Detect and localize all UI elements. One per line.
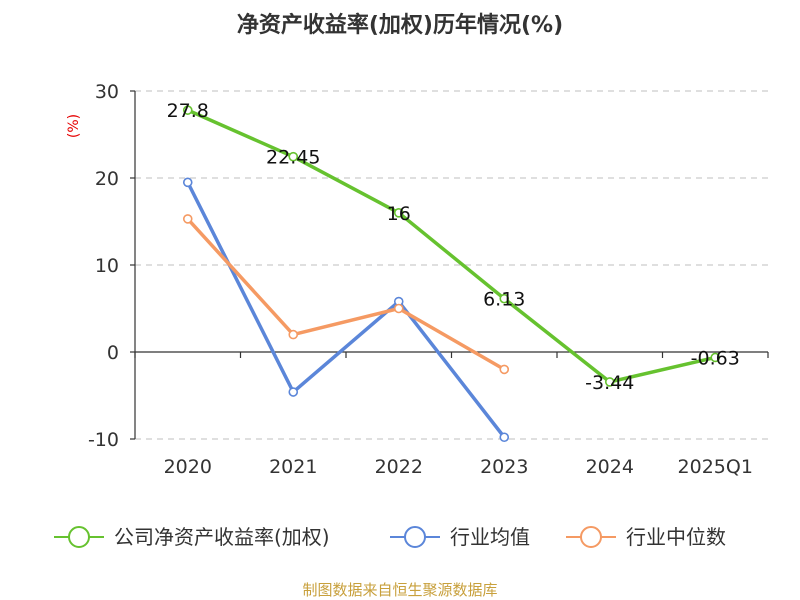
series-0 xyxy=(182,105,721,387)
data-label: 27.8 xyxy=(167,100,209,122)
data-point[interactable] xyxy=(182,214,193,224)
data-point[interactable] xyxy=(288,151,299,162)
legend-marker xyxy=(580,526,602,548)
data-label: -0.63 xyxy=(691,347,740,369)
series-line xyxy=(186,217,506,371)
legend-label: 行业中位数 xyxy=(626,525,726,549)
data-label: -3.44 xyxy=(585,372,634,394)
legend-label: 行业均值 xyxy=(450,525,530,549)
y-tick-label: 0 xyxy=(107,342,119,364)
x-tick-label: 2021 xyxy=(269,456,317,478)
x-tick-label: 2023 xyxy=(480,456,528,478)
y-tick-label: -10 xyxy=(88,429,119,451)
data-label: 6.13 xyxy=(483,289,525,311)
x-tick-label: 2022 xyxy=(375,456,423,478)
data-label: 16 xyxy=(387,203,411,225)
data-point[interactable] xyxy=(710,352,721,363)
data-point[interactable] xyxy=(499,364,510,375)
y-tick-label: 30 xyxy=(95,81,119,103)
x-tick-label: 2025Q1 xyxy=(678,456,753,478)
series-lines xyxy=(182,105,721,443)
legend: 公司净资产收益率(加权) 行业均值 行业中位数 xyxy=(54,525,726,549)
data-point[interactable] xyxy=(182,105,193,115)
data-point[interactable] xyxy=(288,387,299,397)
x-tick-label: 2020 xyxy=(164,456,212,478)
y-tick-label: 20 xyxy=(95,168,119,190)
series-2 xyxy=(182,214,510,375)
data-label: 22.45 xyxy=(266,147,320,169)
series-line xyxy=(187,108,716,384)
legend-item[interactable]: 行业均值 xyxy=(390,525,530,549)
data-point[interactable] xyxy=(499,432,510,443)
data-point[interactable] xyxy=(393,208,404,218)
chart-title: 净资产收益率(加权)历年情况(%) xyxy=(237,12,563,38)
data-point[interactable] xyxy=(393,303,404,314)
legend-marker xyxy=(404,526,426,548)
data-point[interactable] xyxy=(604,377,615,387)
series-line xyxy=(186,181,506,439)
legend-label: 公司净资产收益率(加权) xyxy=(114,525,330,549)
data-point[interactable] xyxy=(288,329,299,340)
axes xyxy=(130,90,769,440)
y-tick-label: 10 xyxy=(95,255,119,277)
series-1 xyxy=(182,177,510,443)
legend-item[interactable]: 公司净资产收益率(加权) xyxy=(54,525,330,549)
data-point[interactable] xyxy=(499,293,510,304)
x-tick-label: 2024 xyxy=(586,456,634,478)
data-labels: -10 0 10 20 30 2020 2021 2022 2023 2024 2025Q1 27.8… xyxy=(88,81,753,478)
legend-item[interactable]: 行业中位数 xyxy=(566,525,726,549)
data-point[interactable] xyxy=(182,177,193,188)
source-note: 制图数据来自恒生聚源数据库 xyxy=(302,581,497,599)
legend-marker xyxy=(68,526,90,548)
y-axis-unit: (%) xyxy=(66,114,82,138)
